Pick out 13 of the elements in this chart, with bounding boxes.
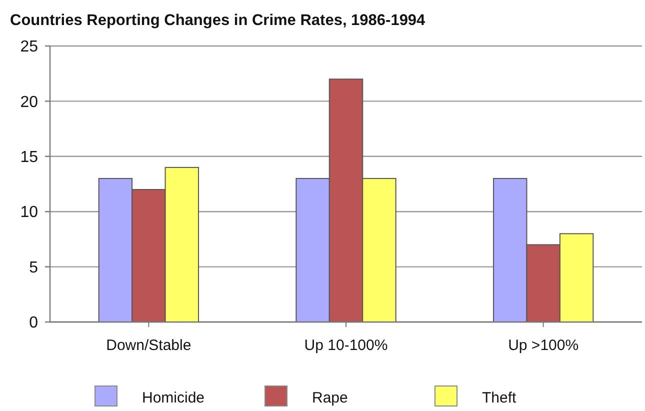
x-tick-label: Up 10-100%	[304, 337, 388, 354]
chart-title: Countries Reporting Changes in Crime Rates, 1986-1994	[10, 12, 426, 29]
x-tick-label: Down/Stable	[106, 337, 192, 354]
legend-label: Rape	[312, 389, 348, 406]
y-tick-label: 0	[29, 314, 38, 332]
y-tick-label: 10	[20, 204, 38, 222]
y-tick-label: 25	[20, 38, 38, 56]
y-tick-label: 20	[20, 94, 38, 111]
legend-label: Theft	[482, 389, 518, 406]
x-tick-label: Up >100%	[508, 337, 579, 354]
legend-label: Homicide	[142, 389, 205, 406]
y-tick-label: 5	[29, 259, 38, 276]
y-tick-label: 15	[20, 149, 38, 166]
